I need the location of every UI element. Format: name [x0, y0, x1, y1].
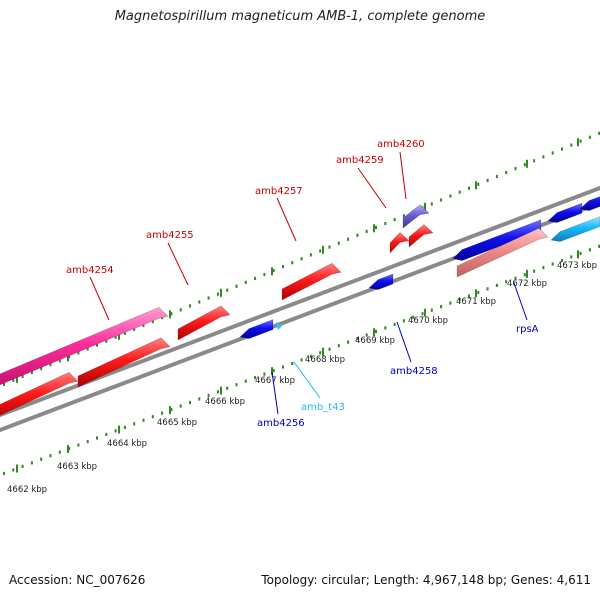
- scale-tick-label: 4668 kbp: [305, 355, 345, 365]
- gene-violet-feature[interactable]: [402, 204, 430, 229]
- gene-label-leader: [513, 282, 528, 321]
- scale-tick-label: 4667 kbp: [255, 376, 295, 386]
- gene-label[interactable]: amb4255: [146, 230, 194, 241]
- scale-tick-label: 4672 kbp: [507, 279, 547, 289]
- gene-amb4255[interactable]: [177, 305, 231, 341]
- scale-tick-label: 4664 kbp: [107, 439, 147, 449]
- gene-amb4257[interactable]: [281, 262, 342, 301]
- gene-label[interactable]: amb4260: [377, 139, 425, 150]
- gene-red-left-1[interactable]: [0, 371, 79, 420]
- gene-label-leader: [399, 151, 407, 200]
- gene-label[interactable]: amb4259: [336, 155, 384, 166]
- gene-label-leader: [89, 276, 110, 321]
- scale-tick-label: 4663 kbp: [57, 462, 97, 472]
- gene-label-leader: [167, 242, 189, 286]
- gene-label[interactable]: rpsA: [516, 324, 539, 335]
- gene-amb_t43[interactable]: [276, 322, 282, 330]
- gene-amb4259[interactable]: [389, 231, 410, 254]
- scale-tick-label: 4671 kbp: [456, 297, 496, 307]
- gene-red-left-2[interactable]: [77, 337, 171, 388]
- gene-label[interactable]: amb4258: [390, 366, 438, 377]
- genome-summary-text: Topology: circular; Length: 4,967,148 bp…: [261, 573, 591, 587]
- gene-rpsA[interactable]: [456, 227, 549, 278]
- scale-tick-label: 4670 kbp: [408, 316, 448, 326]
- gene-label[interactable]: amb_t43: [301, 402, 345, 413]
- gene-amb4258[interactable]: [368, 273, 394, 290]
- scale-tick-label: 4665 kbp: [157, 418, 197, 428]
- gene-cyan-right[interactable]: [550, 216, 600, 242]
- gene-blue-right-1[interactable]: [547, 202, 583, 223]
- scale-tick-label: 4669 kbp: [355, 336, 395, 346]
- gene-label-leader: [271, 371, 279, 415]
- gene-label-leader: [396, 321, 412, 363]
- gene-amb4254[interactable]: [0, 306, 169, 389]
- accession-text: Accession: NC_007626: [9, 573, 146, 587]
- map-title: Magnetospirillum magneticum AMB-1, compl…: [114, 9, 486, 24]
- gene-label-leader: [357, 167, 387, 209]
- gene-label[interactable]: amb4256: [257, 418, 305, 429]
- scale-tick-label: 4673 kbp: [557, 261, 597, 271]
- gene-amb4256[interactable]: [239, 319, 274, 339]
- gene-label[interactable]: amb4257: [255, 186, 303, 197]
- gene-label-leader: [276, 197, 297, 242]
- gene-label-leader: [293, 361, 321, 399]
- backbone-upper: [0, 186, 600, 417]
- scale-tick-label: 4662 kbp: [7, 485, 47, 495]
- gene-label[interactable]: amb4254: [66, 265, 114, 276]
- gene-amb4260[interactable]: [408, 224, 434, 248]
- scale-tick-label: 4666 kbp: [205, 397, 245, 407]
